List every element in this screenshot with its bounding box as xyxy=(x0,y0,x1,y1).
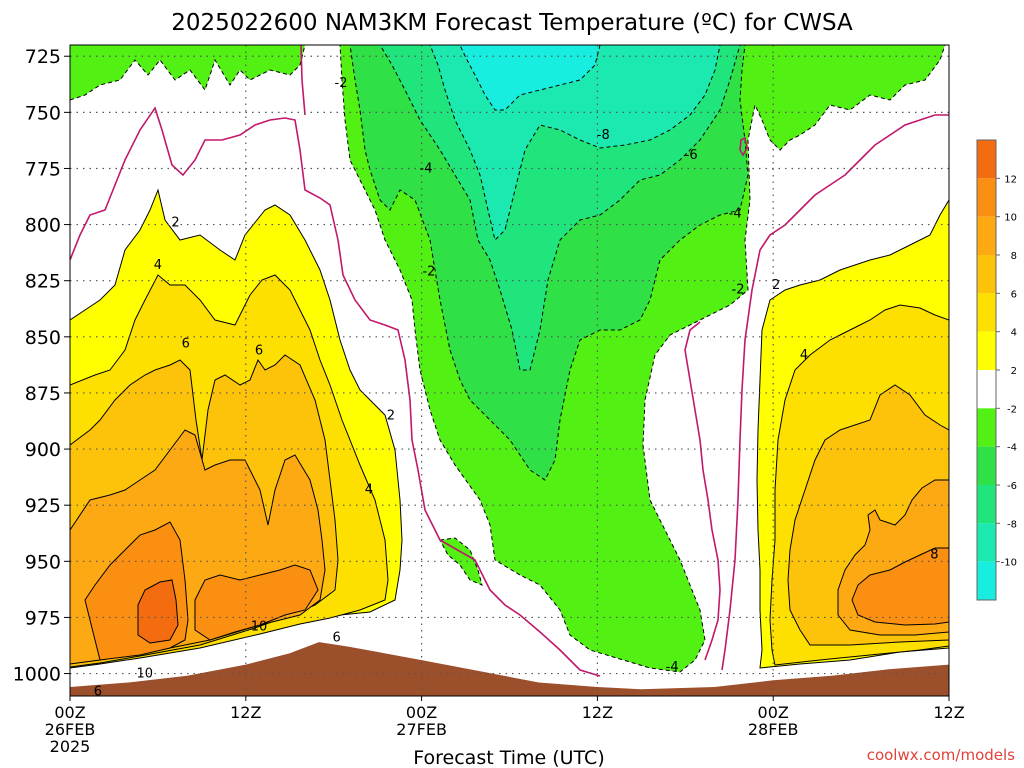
plot-area xyxy=(70,45,949,696)
temperature-region-plus10-left-b xyxy=(194,564,319,641)
contour-label: -8 xyxy=(597,128,610,143)
contour-label: 10 xyxy=(136,667,153,682)
credit-label[interactable]: coolwx.com/models xyxy=(867,746,1015,764)
freezing-line-left xyxy=(70,106,601,677)
colorbar-swatch xyxy=(977,140,996,179)
colorbar: 12 10 8 6 4 2 -2 -4 -6 -8 -10 xyxy=(976,139,1017,601)
colorbar-swatch xyxy=(977,446,996,485)
y-tick-label: 825 xyxy=(25,271,61,293)
colorbar-swatch xyxy=(977,255,996,294)
colorbar-swatch xyxy=(977,370,996,409)
contour-label: 8 xyxy=(930,548,938,563)
contour-label: -4 xyxy=(729,206,742,221)
contour-label: 4 xyxy=(800,348,808,363)
y-tick-label: 800 xyxy=(25,215,61,237)
y-tick-label: 775 xyxy=(25,158,61,180)
colorbar-label: 2 xyxy=(1011,366,1017,377)
contour-label: 6 xyxy=(182,337,190,352)
contour-label: -4 xyxy=(666,660,679,675)
x-tick-label: 12Z xyxy=(230,703,261,722)
colorbar-label: -10 xyxy=(1001,558,1017,569)
y-axis-ticks: 725 750 775 800 825 850 875 900 925 950 975 1000 xyxy=(13,46,70,686)
y-tick-label: 850 xyxy=(25,327,61,349)
colorbar-label: -2 xyxy=(1007,404,1017,415)
contour-label: 6 xyxy=(332,631,340,646)
colorbar-label: 12 xyxy=(1004,174,1017,185)
x-tick-label: 12Z xyxy=(582,703,613,722)
freezing-line-small xyxy=(739,136,748,157)
colorbar-swatch xyxy=(977,216,996,255)
contour-label: 6 xyxy=(255,343,263,358)
grid-lines xyxy=(70,45,949,696)
x-tick-label: 2025 xyxy=(50,737,91,756)
x-axis-label: Forecast Time (UTC) xyxy=(413,747,604,768)
x-tick-label: 00Z xyxy=(406,703,437,722)
y-tick-label: 925 xyxy=(25,495,61,517)
contour-label: -2 xyxy=(422,265,435,280)
contour-label: -2 xyxy=(732,283,745,298)
contour-label: 2 xyxy=(387,408,395,423)
contour-label: -4 xyxy=(420,161,433,176)
colorbar-swatch xyxy=(977,523,996,562)
x-tick-label: 12Z xyxy=(933,703,964,722)
y-tick-label: 975 xyxy=(25,607,61,629)
colorbar-label: -8 xyxy=(1007,519,1017,530)
chart-title: 2025022600 NAM3KM Forecast Temperature (… xyxy=(171,10,853,36)
y-tick-label: 750 xyxy=(25,102,61,124)
plot-frame xyxy=(69,44,950,697)
contour-label: 4 xyxy=(154,258,162,273)
colorbar-swatch xyxy=(977,178,996,217)
colorbar-label: 4 xyxy=(1011,328,1017,339)
colorbar-label: 6 xyxy=(1011,289,1017,300)
y-tick-label: 1000 xyxy=(13,664,61,686)
temperature-region-plus10-right xyxy=(851,547,949,626)
x-tick-label: 00Z xyxy=(54,703,85,722)
colorbar-label: -4 xyxy=(1007,443,1017,454)
colorbar-swatch xyxy=(977,485,996,524)
y-tick-label: 725 xyxy=(25,46,61,68)
contour-label: 2 xyxy=(171,215,179,230)
colorbar-swatch xyxy=(977,408,996,447)
temperature-region-plus12-left xyxy=(137,579,179,644)
x-tick-label: 27FEB xyxy=(396,720,447,739)
contour-label: -2 xyxy=(335,76,348,91)
contour-label: 10 xyxy=(251,619,268,634)
ground-terrain xyxy=(70,642,949,696)
y-tick-label: 900 xyxy=(25,439,61,461)
x-tick-label: 26FEB xyxy=(45,720,96,739)
colorbar-swatch xyxy=(977,293,996,332)
temperature-region-minus10 xyxy=(459,45,601,111)
colorbar-label: 10 xyxy=(1004,213,1017,224)
contour-label: 6 xyxy=(94,685,102,700)
colorbar-label: -6 xyxy=(1007,481,1017,492)
x-tick-label: 28FEB xyxy=(748,720,799,739)
x-tick-label: 00Z xyxy=(758,703,789,722)
contour-labels: -2 -8 -6 -4 -4 2 -2 -2 2 4 6 6 4 2 4 8 10 6 -4 10 6 xyxy=(94,76,939,699)
freezing-line-thin xyxy=(300,45,306,116)
contour-label: -6 xyxy=(685,148,698,163)
y-tick-label: 950 xyxy=(25,551,61,573)
colorbar-swatch xyxy=(977,331,996,370)
freezing-line-mid xyxy=(684,321,721,661)
colorbar-label: 8 xyxy=(1011,251,1017,262)
colorbar-swatch xyxy=(977,561,996,600)
y-tick-label: 875 xyxy=(25,383,61,405)
contour-label: 2 xyxy=(772,278,780,293)
contour-label: 4 xyxy=(365,482,373,497)
